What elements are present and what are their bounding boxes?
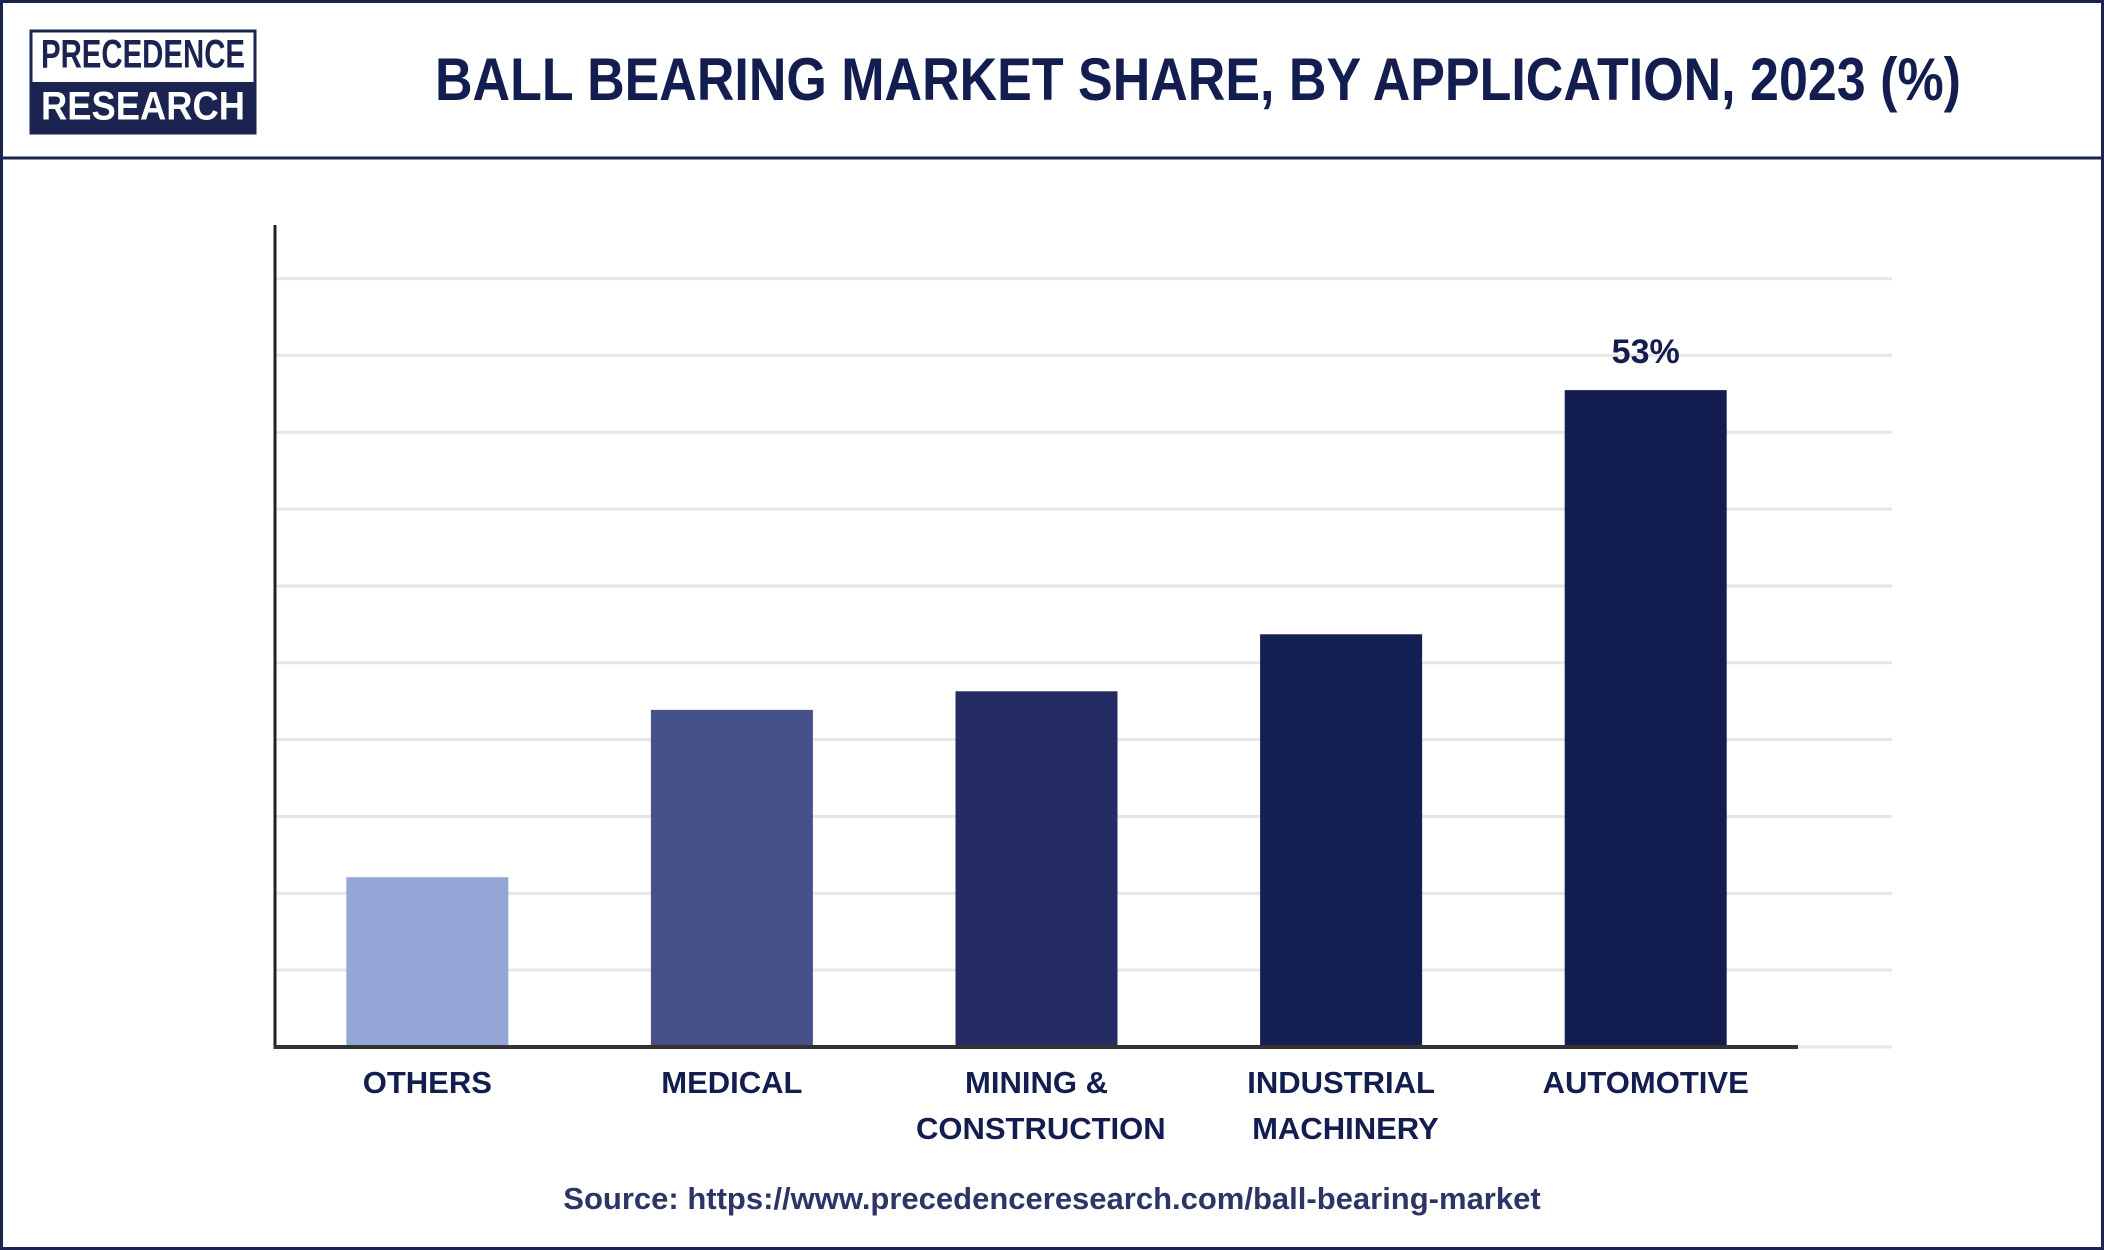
logo-top: PRECEDENCE <box>41 33 245 77</box>
x-tick-label: MINING & CONSTRUCTION <box>907 1065 1165 1146</box>
x-tick-label: AUTOMOTIVE <box>1543 1065 1749 1100</box>
x-tick-label: OTHERS <box>363 1065 492 1100</box>
bar <box>1564 390 1727 1047</box>
chart-title: BALL BEARING MARKET SHARE, BY APPLICATIO… <box>435 46 1961 113</box>
bar <box>346 877 509 1047</box>
x-tick-label: INDUSTRIAL MACHINERY <box>1243 1065 1439 1146</box>
x-tick-label: MEDICAL <box>661 1065 802 1100</box>
bar <box>650 709 813 1047</box>
bar <box>955 691 1118 1047</box>
source: Source: https://www.precedenceresearch.c… <box>563 1181 1540 1216</box>
bar <box>1260 634 1423 1047</box>
value-label: 53% <box>1612 333 1680 371</box>
logo-bottom: RESEARCH <box>41 85 245 129</box>
logo-band <box>31 82 255 133</box>
